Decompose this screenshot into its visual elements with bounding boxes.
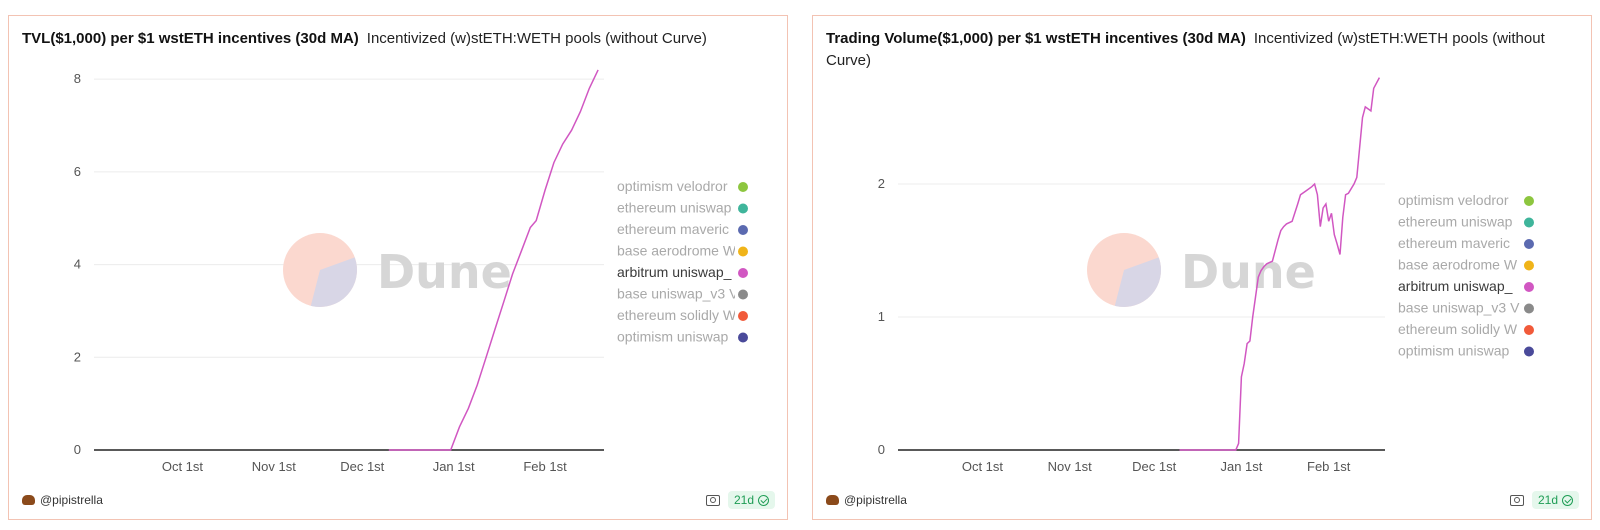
legend-color-dot[interactable] bbox=[738, 203, 748, 214]
legend-color-dot[interactable] bbox=[1524, 346, 1534, 357]
refresh-age-badge: 21d bbox=[727, 491, 775, 509]
y-tick-label: 1 bbox=[878, 309, 885, 324]
legend-item-label[interactable]: ethereum uniswap bbox=[617, 200, 732, 216]
x-tick-label: Jan 1st bbox=[1220, 459, 1262, 474]
x-tick-label: Nov 1st bbox=[252, 459, 296, 474]
x-tick-label: Jan 1st bbox=[433, 459, 475, 474]
author-name[interactable]: @pipistrella bbox=[40, 493, 103, 507]
legend-item-label[interactable]: optimism uniswap bbox=[1398, 343, 1509, 359]
watermark-pie-bottom bbox=[310, 257, 358, 307]
legend-item-label[interactable]: ethereum solidly W bbox=[617, 307, 737, 323]
x-tick-label: Dec 1st bbox=[1132, 459, 1176, 474]
x-tick-label: Dec 1st bbox=[340, 459, 384, 474]
watermark-text: Dune bbox=[377, 245, 512, 299]
legend-color-dot[interactable] bbox=[738, 332, 748, 343]
check-circle-icon bbox=[1562, 494, 1573, 506]
y-tick-label: 0 bbox=[74, 442, 81, 457]
camera-icon[interactable] bbox=[1509, 494, 1524, 506]
chart-meta: 21d bbox=[1509, 491, 1579, 509]
chart-header: Trading Volume($1,000) per $1 wstETH inc… bbox=[826, 28, 1581, 72]
chart-subtitle: Incentivized (w)stETH:WETH pools (withou… bbox=[366, 30, 707, 47]
series-line-arbitrum-uniswap bbox=[388, 69, 599, 451]
dune-watermark: Dune bbox=[283, 233, 512, 307]
author-avatar-icon bbox=[22, 495, 35, 505]
legend-item-label[interactable]: base uniswap_v3 V bbox=[1398, 300, 1520, 316]
legend-item-label[interactable]: optimism velodror bbox=[617, 178, 728, 194]
author-avatar-icon bbox=[826, 495, 839, 505]
chart-meta: 21d bbox=[705, 491, 775, 509]
x-tick-label: Feb 1st bbox=[1307, 459, 1351, 474]
legend-item-label[interactable]: base uniswap_v3 V bbox=[617, 286, 739, 302]
chart-header: TVL($1,000) per $1 wstETH incentives (30… bbox=[22, 28, 777, 50]
legend-color-dot[interactable] bbox=[1524, 303, 1534, 314]
y-tick-label: 2 bbox=[74, 349, 81, 364]
chart-title: TVL($1,000) per $1 wstETH incentives (30… bbox=[22, 30, 359, 47]
dune-watermark: Dune bbox=[1087, 233, 1316, 307]
y-tick-label: 0 bbox=[878, 442, 885, 457]
legend-item-label[interactable]: arbitrum uniswap_ bbox=[617, 264, 732, 280]
legend-color-dot[interactable] bbox=[1524, 282, 1534, 292]
legend-color-dot[interactable] bbox=[738, 289, 748, 300]
y-tick-label: 4 bbox=[74, 257, 81, 272]
chart-title: Trading Volume($1,000) per $1 wstETH inc… bbox=[826, 30, 1246, 47]
x-tick-label: Oct 1st bbox=[162, 459, 204, 474]
chart-subtitle: Incentivized (w)stETH:WETH pools (withou… bbox=[826, 30, 1545, 69]
legend-color-dot[interactable] bbox=[738, 182, 748, 192]
legend-color-dot[interactable] bbox=[1524, 260, 1534, 271]
tvl-chart-panel: TVL($1,000) per $1 wstETH incentives (30… bbox=[8, 15, 788, 520]
series-line-arbitrum-uniswap bbox=[1179, 77, 1381, 451]
legend-color-dot[interactable] bbox=[738, 311, 748, 321]
camera-icon[interactable] bbox=[705, 494, 720, 506]
legend-item-label[interactable]: optimism uniswap bbox=[617, 329, 728, 345]
legend-item-label[interactable]: ethereum maveric bbox=[617, 221, 729, 237]
check-circle-icon bbox=[758, 494, 769, 506]
refresh-age-badge: 21d bbox=[1531, 491, 1579, 509]
age-label: 21d bbox=[1537, 493, 1558, 507]
legend-item-label[interactable]: ethereum solidly W bbox=[1398, 321, 1518, 337]
volume-line-chart: 0 1 2 Dune Oct 1st Nov 1st Dec 1st Jan 1st Feb 1… bbox=[878, 77, 1534, 474]
x-tick-label: Feb 1st bbox=[523, 459, 567, 474]
y-tick-label: 8 bbox=[74, 71, 81, 86]
legend-color-dot[interactable] bbox=[738, 246, 748, 257]
legend-color-dot[interactable] bbox=[738, 225, 748, 235]
legend-color-dot[interactable] bbox=[1524, 196, 1534, 206]
y-tick-label: 6 bbox=[74, 164, 81, 179]
legend-item-label[interactable]: base aerodrome W bbox=[1398, 257, 1518, 273]
author-credit[interactable]: @pipistrella bbox=[826, 493, 907, 507]
author-name[interactable]: @pipistrella bbox=[844, 493, 907, 507]
age-label: 21d bbox=[733, 493, 754, 507]
legend-color-dot[interactable] bbox=[738, 268, 748, 278]
legend-color-dot[interactable] bbox=[1524, 217, 1534, 228]
volume-chart-panel: Trading Volume($1,000) per $1 wstETH inc… bbox=[812, 15, 1592, 520]
tvl-line-chart: 0 2 4 6 8 Dune Oct 1st Nov 1st Dec 1st Jan 1st Feb… bbox=[74, 69, 748, 474]
legend-item-label[interactable]: optimism velodror bbox=[1398, 192, 1509, 208]
x-tick-label: Nov 1st bbox=[1048, 459, 1092, 474]
y-tick-label: 2 bbox=[878, 176, 885, 191]
legend-item-label[interactable]: arbitrum uniswap_ bbox=[1398, 278, 1513, 294]
watermark-pie-bottom bbox=[1114, 257, 1161, 307]
author-credit[interactable]: @pipistrella bbox=[22, 493, 103, 507]
x-tick-label: Oct 1st bbox=[962, 459, 1004, 474]
watermark-text: Dune bbox=[1181, 245, 1316, 299]
legend-color-dot[interactable] bbox=[1524, 239, 1534, 249]
legend-item-label[interactable]: ethereum maveric bbox=[1398, 235, 1510, 251]
legend-color-dot[interactable] bbox=[1524, 325, 1534, 335]
legend-item-label[interactable]: ethereum uniswap bbox=[1398, 214, 1513, 230]
legend-item-label[interactable]: base aerodrome W bbox=[617, 243, 737, 259]
